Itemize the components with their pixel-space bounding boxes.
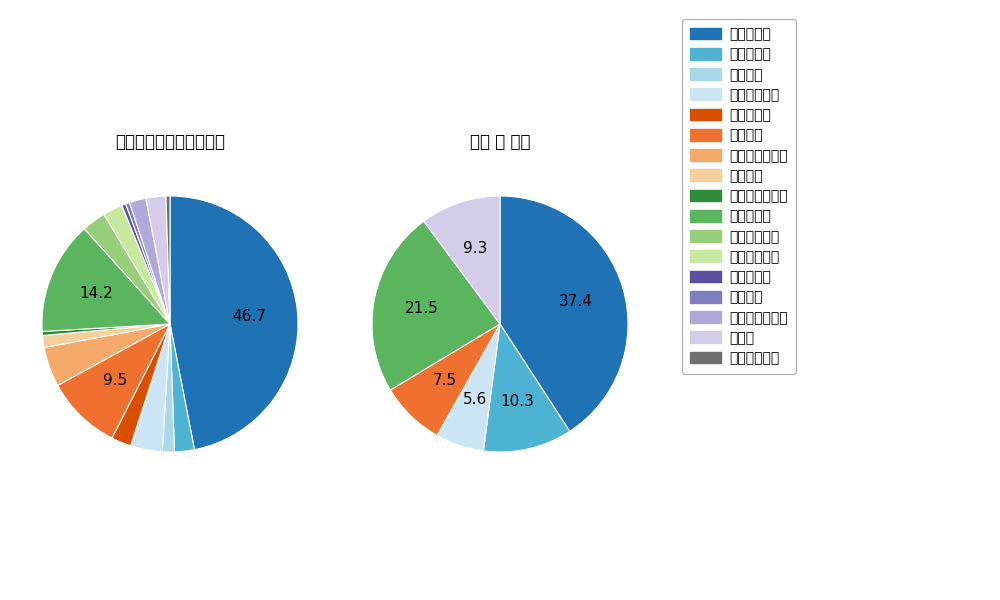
Text: 21.5: 21.5 bbox=[405, 301, 439, 316]
Wedge shape bbox=[437, 324, 500, 451]
Wedge shape bbox=[170, 324, 195, 452]
Text: 46.7: 46.7 bbox=[232, 309, 266, 324]
Wedge shape bbox=[483, 324, 570, 452]
Wedge shape bbox=[104, 205, 170, 324]
Wedge shape bbox=[84, 214, 170, 324]
Text: 7.5: 7.5 bbox=[433, 373, 457, 388]
Text: 5.6: 5.6 bbox=[463, 392, 487, 407]
Wedge shape bbox=[112, 324, 170, 446]
Wedge shape bbox=[129, 198, 170, 324]
Text: 37.4: 37.4 bbox=[559, 294, 593, 309]
Wedge shape bbox=[42, 229, 170, 331]
Wedge shape bbox=[146, 196, 170, 324]
Title: パ・リーグ全プレイヤー: パ・リーグ全プレイヤー bbox=[115, 133, 225, 151]
Wedge shape bbox=[42, 324, 170, 335]
Wedge shape bbox=[170, 196, 298, 449]
Text: 10.3: 10.3 bbox=[501, 394, 534, 409]
Wedge shape bbox=[424, 196, 500, 324]
Text: 14.2: 14.2 bbox=[80, 286, 113, 301]
Wedge shape bbox=[126, 203, 170, 324]
Wedge shape bbox=[131, 324, 170, 452]
Text: 9.3: 9.3 bbox=[463, 241, 487, 256]
Text: 9.5: 9.5 bbox=[103, 373, 127, 388]
Wedge shape bbox=[162, 324, 174, 452]
Wedge shape bbox=[122, 204, 170, 324]
Legend: ストレート, ツーシーム, シュート, カットボール, スプリット, フォーク, チェンジアップ, シンカー, 高速スライダー, スライダー, 縦スライダー, : ストレート, ツーシーム, シュート, カットボール, スプリット, フォーク,… bbox=[682, 19, 796, 374]
Wedge shape bbox=[58, 324, 170, 438]
Wedge shape bbox=[500, 196, 628, 431]
Wedge shape bbox=[44, 324, 170, 385]
Wedge shape bbox=[43, 324, 170, 347]
Wedge shape bbox=[166, 196, 170, 324]
Wedge shape bbox=[390, 324, 500, 436]
Wedge shape bbox=[372, 221, 500, 390]
Title: 太田 棱 選手: 太田 棱 選手 bbox=[470, 133, 530, 151]
